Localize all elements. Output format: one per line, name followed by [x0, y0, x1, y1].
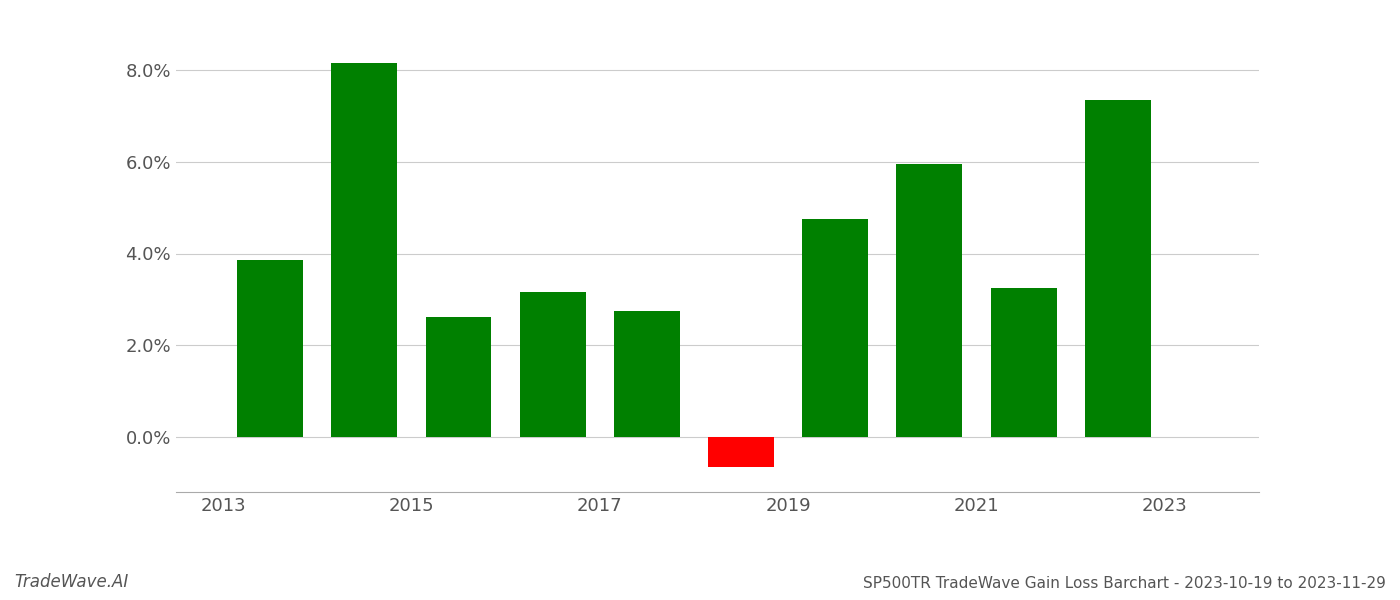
Bar: [237, 260, 304, 437]
Text: SP500TR TradeWave Gain Loss Barchart - 2023-10-19 to 2023-11-29: SP500TR TradeWave Gain Loss Barchart - 2…: [864, 576, 1386, 591]
Bar: [615, 311, 680, 437]
Bar: [519, 292, 585, 437]
Bar: [426, 317, 491, 437]
Bar: [708, 437, 774, 467]
Bar: [1085, 100, 1151, 437]
Bar: [802, 219, 868, 437]
Bar: [332, 63, 398, 437]
Text: TradeWave.AI: TradeWave.AI: [14, 573, 129, 591]
Bar: [896, 164, 962, 437]
Bar: [991, 288, 1057, 437]
